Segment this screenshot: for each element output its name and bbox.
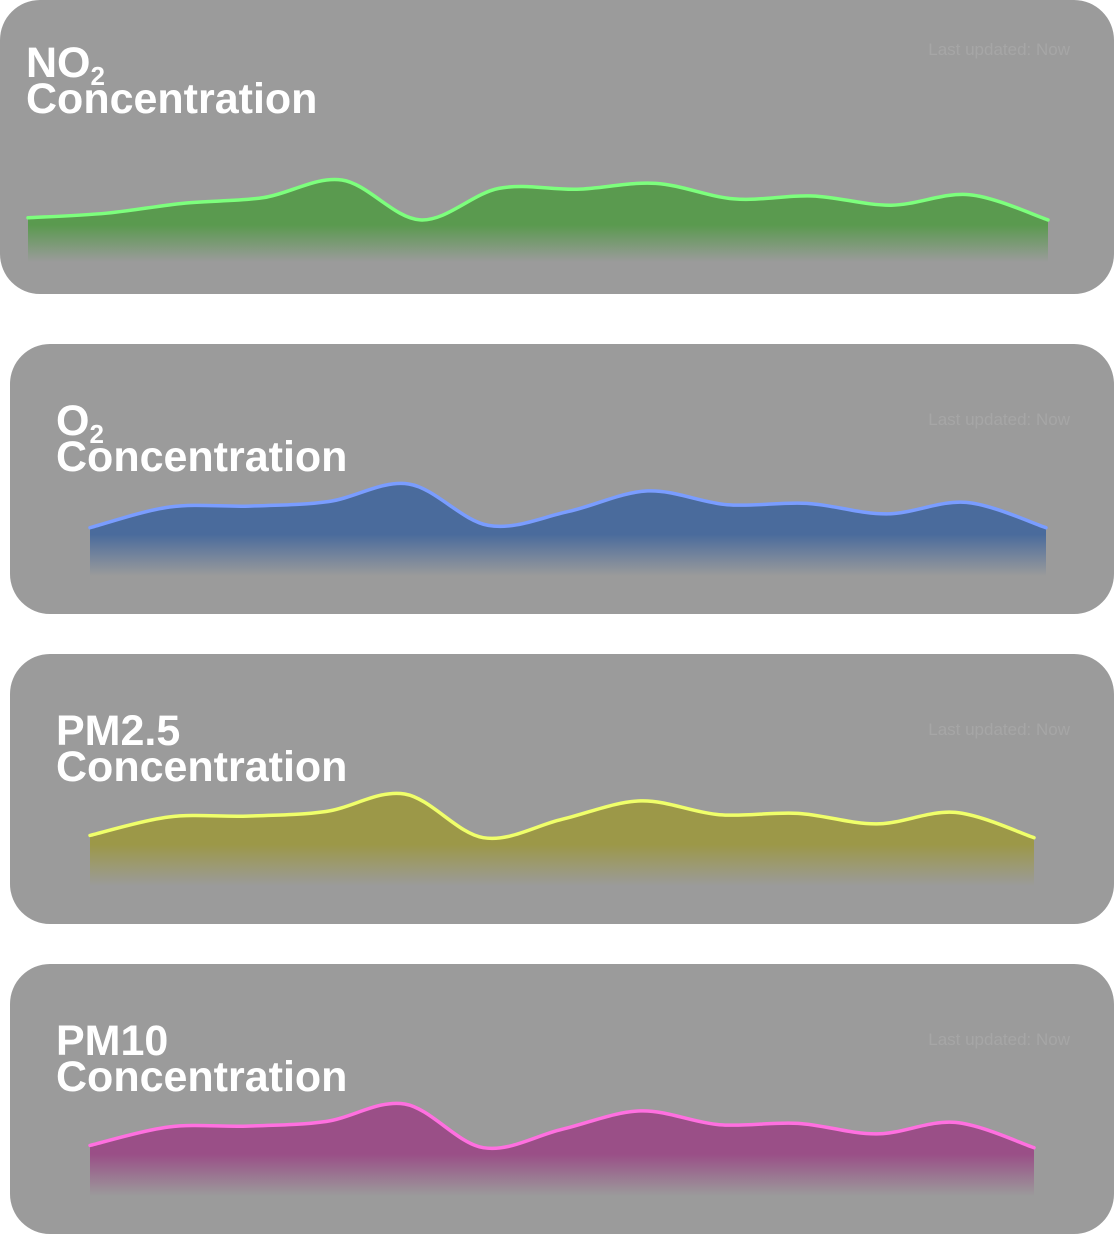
pm10-card: PM10 Concentration Last updated: Now	[10, 964, 1114, 1234]
chart-series-line	[88, 481, 1048, 530]
card-title: PM10 Concentration	[56, 1017, 348, 1101]
pm25-card: PM2.5 Concentration Last updated: Now	[10, 654, 1114, 924]
chart-series-line	[88, 791, 1036, 841]
pm25-area-chart	[88, 791, 1036, 886]
updated-hint: Last updated: Now	[928, 720, 1070, 739]
chart-series-line	[26, 177, 1050, 222]
updated-hint: Last updated: Now	[928, 410, 1070, 429]
card-title: O2 Concentration	[56, 397, 348, 481]
updated-hint: Last updated: Now	[928, 40, 1070, 59]
o2-area-chart	[88, 481, 1048, 576]
chart-area-fill	[90, 1103, 1034, 1196]
chart-area-fill	[90, 483, 1046, 576]
card-title: PM2.5 Concentration	[56, 707, 348, 791]
chart-area-fill	[90, 793, 1034, 886]
no2-area-chart	[26, 177, 1050, 262]
chart-series-line	[88, 1101, 1036, 1151]
card-title: NO2 Concentration	[26, 39, 318, 123]
updated-hint: Last updated: Now	[928, 1030, 1070, 1049]
pm10-area-chart	[88, 1101, 1036, 1196]
no2-card: NO2 Concentration Last updated: Now	[0, 0, 1114, 294]
chart-area-fill	[28, 179, 1048, 262]
o2-card: O2 Concentration Last updated: Now	[10, 344, 1114, 614]
